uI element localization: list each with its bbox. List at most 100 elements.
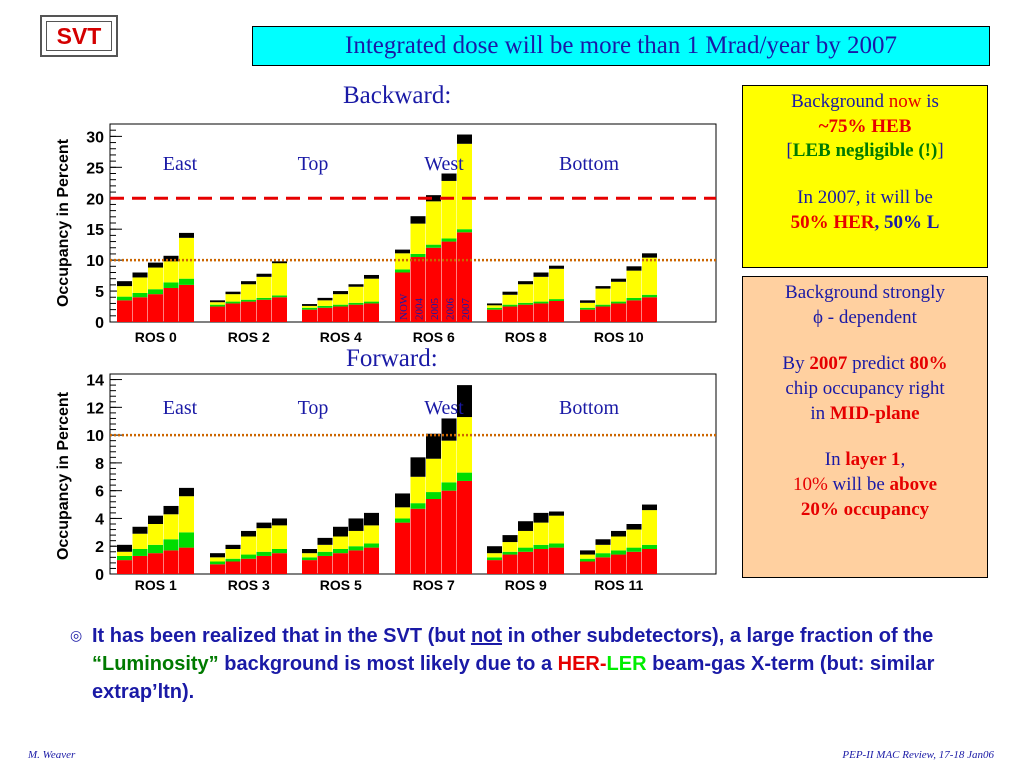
group-label: ROS 1 [135,577,177,593]
bar-segment-red [549,300,564,322]
bar-segment-black [333,526,348,537]
y-tick-label: 15 [86,222,104,239]
y-tick-label: 14 [86,373,104,390]
bar-segment-yellow [642,257,657,295]
bar-segment-green [441,482,457,491]
bar-segment-green [132,292,148,298]
bar-year-label: 2006 [444,298,456,321]
bar-segment-yellow [441,180,457,239]
bar-segment-green [225,558,241,562]
her-share: 50% HER [790,211,875,233]
bar-segment-yellow [317,544,333,552]
bar-segment-green [457,229,472,233]
bar-segment-yellow [441,440,457,483]
y-tick-label: 12 [86,400,104,417]
bar-segment-black [272,261,287,264]
prediction-line3: in MID-plane [743,402,987,427]
bar-segment-red [179,284,194,322]
bar-segment-black [117,281,132,287]
bar-segment-red [487,560,502,574]
bar-segment-yellow [302,553,317,558]
group-label: ROS 6 [413,329,455,345]
bar-segment-black [302,304,317,306]
bar-segment-green [163,539,179,551]
bar-segment-black [487,303,502,306]
bar-segment-black [241,530,256,537]
bar-segment-yellow [333,294,348,305]
in-2007-line: In 2007, it will be [797,187,933,209]
bar-segment-yellow [364,525,379,544]
bar-segment-black [642,253,657,258]
bar-segment-black [595,286,611,289]
mid-plane-text: MID-plane [829,402,920,424]
bar-segment-yellow [210,302,225,305]
bar-segment-red [302,560,317,574]
bar-segment-green [272,549,287,554]
bar-segment-black [163,505,179,515]
bar-segment-yellow [595,288,611,305]
bar-segment-yellow [487,305,502,308]
bar-segment-black [410,457,426,477]
bar-segment-green [333,549,348,554]
bar-segment-green [595,553,611,558]
summary-her: HER [557,653,600,675]
bar-segment-black [302,549,317,554]
layer1-percent: 10% [792,474,828,496]
bar-segment-red [148,294,163,322]
bar-segment-red [626,551,642,574]
bar-segment-black [549,265,564,269]
bar-segment-green [533,544,549,549]
bar-segment-black [364,274,379,279]
y-axis-label: Occupancy in Percent [55,138,72,307]
region-label-top: Top [298,397,329,419]
bar-segment-green [580,307,595,310]
bar-segment-green [256,551,272,556]
summary-part: It has been realized that in the SVT (bu… [92,625,471,647]
bar-segment-green [256,297,272,300]
bar-segment-green [241,554,256,559]
bar-segment-black [395,493,410,508]
phi-dependence-line1: Background strongly [785,282,945,303]
bar-segment-black [210,553,225,558]
bar-segment-black [502,291,518,295]
background-now-line: Background now is [743,90,987,115]
prediction-line2: chip occupancy right [785,378,945,400]
bar-segment-green [549,299,564,301]
bar-segment-red [132,297,148,322]
bar-segment-yellow [626,529,642,548]
group-label: ROS 2 [228,329,270,345]
bar-segment-yellow [132,533,148,549]
bar-segment-red [533,549,549,574]
bar-segment-yellow [518,284,533,303]
bar-segment-black [441,418,457,441]
bar-segment-red [348,550,364,574]
bar-segment-black [426,195,441,202]
bar-segment-red [333,553,348,574]
bar-segment-green [179,278,194,285]
bar-segment-black [533,512,549,523]
y-tick-label: 6 [95,484,104,501]
y-tick-label: 30 [86,129,104,146]
bar-segment-yellow [148,267,163,290]
bar-segment-yellow [179,237,194,279]
bar-segment-yellow [533,522,549,545]
bar-segment-black [502,535,518,543]
region-label-west: West [424,153,464,175]
region-label-east: East [163,153,198,175]
bar-segment-yellow [148,524,163,545]
bar-segment-black [611,530,626,537]
bar-segment-red [317,555,333,574]
bar-segment-red [225,303,241,322]
bar-segment-yellow [348,530,364,547]
y-tick-label: 4 [95,511,104,528]
bar-segment-black [457,385,472,418]
bar-segment-red [272,553,287,574]
bar-segment-black [595,539,611,545]
bar-segment-green [117,555,132,561]
bar-segment-green [272,295,287,298]
bar-segment-yellow [317,300,333,306]
bar-segment-black [317,297,333,301]
bar-segment-green [395,269,410,273]
region-label-west: West [424,397,464,419]
bar-segment-red [611,554,626,574]
